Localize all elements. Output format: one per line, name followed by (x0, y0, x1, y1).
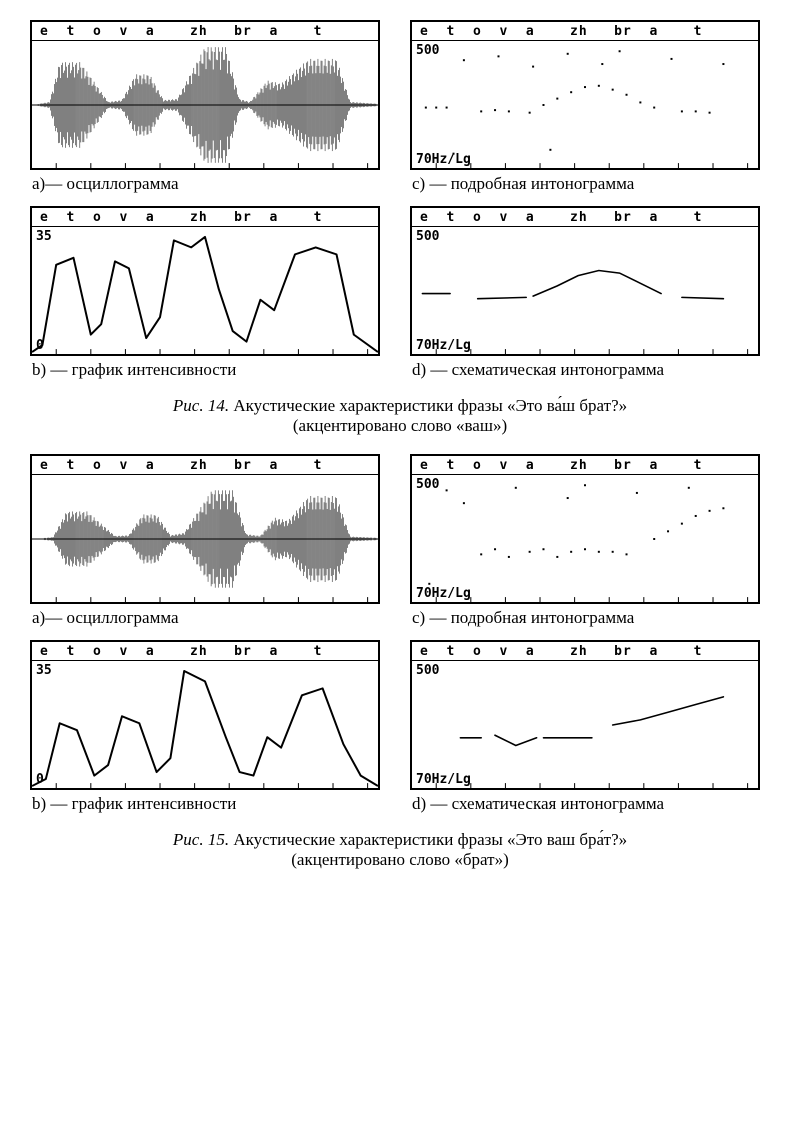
fig14-row1: e t o v a zh br a t a)— осциллограмма e … (30, 20, 770, 202)
panel-header: e t o v a zh br a t (412, 22, 758, 41)
fig14-main-caption: Рис. 14. Акустические характеристики фра… (30, 396, 770, 436)
fig15-row1: e t o v a zh br a t a)— осциллограмма e … (30, 454, 770, 636)
fig15-panel-b: e t o v a zh br a t 35 0 (30, 640, 380, 790)
fig15-main-caption: Рис. 15. Акустические характеристики фра… (30, 830, 770, 870)
fig15-caption-c: c) — подробная интонограмма (412, 608, 770, 628)
fig15-panel-d: e t o v a zh br a t 500 70Hz/Lg (410, 640, 760, 790)
fig14-caption-d: d) — схематическая интонограмма (412, 360, 770, 380)
panel-header: e t o v a zh br a t (412, 642, 758, 661)
fig14-panel-d: e t o v a zh br a t 500 70Hz/Lg (410, 206, 760, 356)
fig14-panel-b: e t o v a zh br a t 35 0 (30, 206, 380, 356)
fig14-caption-a: a)— осциллограмма (32, 174, 390, 194)
fig14-caption-b: b) — график интенсивности (32, 360, 390, 380)
panel-header: e t o v a zh br a t (412, 456, 758, 475)
figure-14: e t o v a zh br a t a)— осциллограмма e … (30, 20, 770, 436)
panel-header: e t o v a zh br a t (32, 22, 378, 41)
fig15-panel-a: e t o v a zh br a t (30, 454, 380, 604)
panel-header: e t o v a zh br a t (412, 208, 758, 227)
fig14-row2: e t o v a zh br a t 35 0 b) — график инт… (30, 206, 770, 388)
fig15-row2: e t o v a zh br a t 35 0 b) — график инт… (30, 640, 770, 822)
figure-15: e t o v a zh br a t a)— осциллограмма e … (30, 454, 770, 870)
fig15-caption-a: a)— осциллограмма (32, 608, 390, 628)
panel-header: e t o v a zh br a t (32, 208, 378, 227)
fig14-caption-c: c) — подробная интонограмма (412, 174, 770, 194)
panel-header: e t o v a zh br a t (32, 642, 378, 661)
fig14-panel-c: e t o v a zh br a t 500 70Hz/Lg (410, 20, 760, 170)
fig15-caption-d: d) — схематическая интонограмма (412, 794, 770, 814)
panel-header: e t o v a zh br a t (32, 456, 378, 475)
fig15-panel-c: e t o v a zh br a t 500 70Hz/Lg (410, 454, 760, 604)
fig14-panel-a: e t o v a zh br a t (30, 20, 380, 170)
fig15-caption-b: b) — график интенсивности (32, 794, 390, 814)
